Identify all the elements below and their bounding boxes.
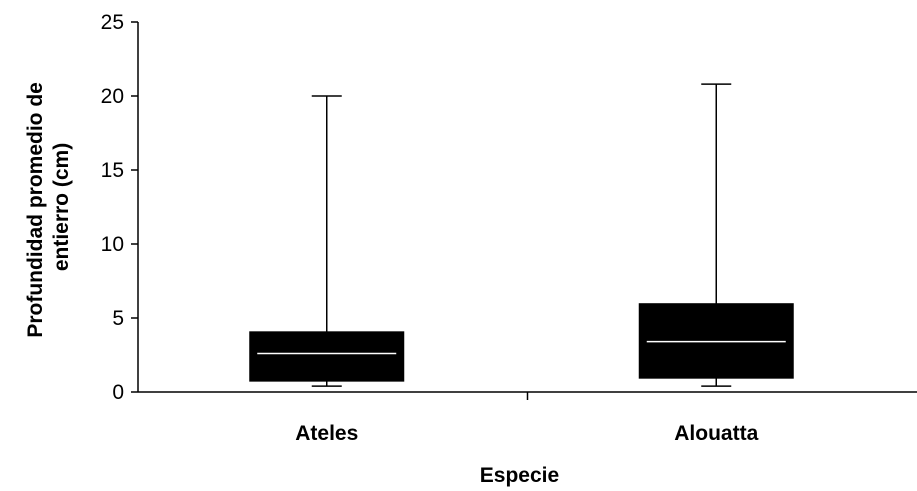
y-tick-label: 5 xyxy=(112,307,124,330)
x-category-label: Ateles xyxy=(295,422,358,445)
box-alouatta xyxy=(638,83,794,387)
box-ateles xyxy=(249,95,405,387)
y-axis-title-line-2: entierro (cm) xyxy=(50,143,73,271)
axes xyxy=(137,22,917,400)
y-tick-label: 0 xyxy=(112,381,124,404)
y-tick-label: 10 xyxy=(101,233,124,256)
x-axis-title: Especie xyxy=(480,464,559,487)
boxes xyxy=(249,83,794,387)
y-tick-label: 15 xyxy=(101,159,124,182)
y-axis-ticks: 0 5 10 15 20 25 xyxy=(101,11,138,404)
y-tick-label: 25 xyxy=(101,11,124,34)
x-axis-category-labels: Ateles Alouatta xyxy=(295,422,758,445)
x-category-label: Alouatta xyxy=(674,422,758,445)
y-tick-label: 20 xyxy=(101,85,124,108)
y-axis-title-line-1: Profundidad promedio de xyxy=(24,82,47,338)
iqr-box xyxy=(249,331,405,382)
y-axis-title: Profundidad promedio de entierro (cm) xyxy=(24,76,73,337)
